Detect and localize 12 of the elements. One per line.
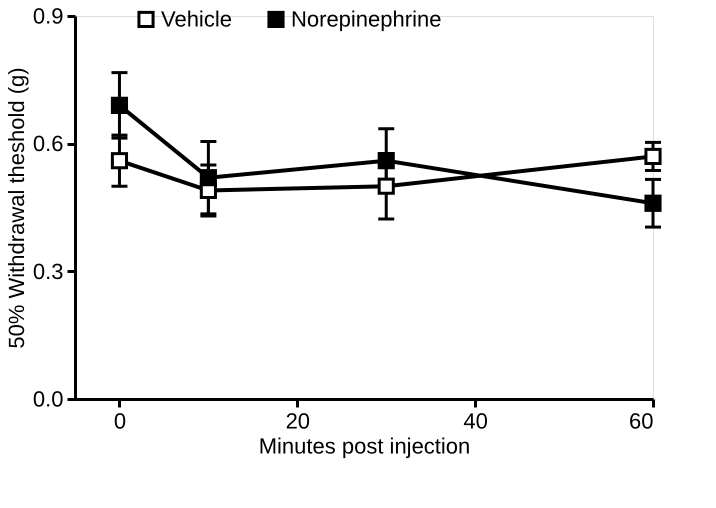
x-tick-label: 20 (286, 408, 310, 434)
x-tick-label: 0 (114, 408, 126, 434)
y-tick-label: 0.3 (32, 258, 64, 284)
y-tick-label: 0.6 (32, 131, 64, 156)
x-tick-label: 60 (629, 408, 654, 434)
y-tick-label: 0.9 (32, 4, 64, 28)
legend-label: Vehicle (161, 6, 232, 32)
legend-label: Norepinephrine (291, 6, 442, 32)
x-tick-label: 40 (463, 408, 488, 434)
x-axis-title: Minutes post injection (258, 434, 470, 458)
y-tick-label: 0.0 (32, 386, 64, 412)
y-axis-title: 50% Withdrawal theshold (g) (4, 67, 29, 349)
